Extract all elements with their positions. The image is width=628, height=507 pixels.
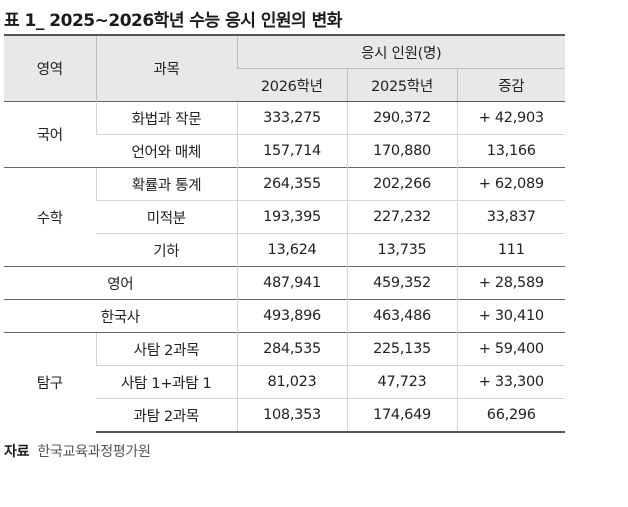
table-title: 표 1_ 2025~2026학년 수능 응시 인원의 변화 <box>4 11 342 31</box>
value-2025-cell: 227,232 <box>346 200 457 234</box>
subject-cell: 미적분 <box>96 200 237 234</box>
header-2026: 2026학년 <box>237 68 347 102</box>
header-applicants-group: 응시 인원(명) <box>236 34 566 69</box>
change-cell: + 30,410 <box>456 299 566 333</box>
value-2026-cell: 333,275 <box>236 101 347 135</box>
table-row: 과탐 2과목 108,353 174,649 66,296 <box>4 398 566 433</box>
table-row: 미적분 193,395 227,232 33,837 <box>4 200 566 234</box>
value-2025-cell: 47,723 <box>346 365 457 399</box>
area-cell-explore: 탐구 <box>4 332 96 432</box>
value-2026-cell: 193,395 <box>236 200 347 234</box>
subject-cell: 사탐 1+과탐 1 <box>96 365 237 399</box>
header-area: 영역 <box>4 34 96 102</box>
table-row: 언어와 매체 157,714 170,880 13,166 <box>4 134 566 168</box>
table-row: 영어 487,941 459,352 + 28,589 <box>4 266 566 300</box>
value-2025-cell: 174,649 <box>346 398 457 433</box>
header-change: 증감 <box>456 68 566 102</box>
subject-cell: 화법과 작문 <box>95 101 237 135</box>
exam-applicants-table: 영역 과목 응시 인원(명) 2026학년 2025학년 증감 국어 화법과 작… <box>4 34 566 433</box>
value-2025-cell: 225,135 <box>346 332 457 366</box>
change-cell: + 59,400 <box>456 332 566 366</box>
value-2025-cell: 202,266 <box>346 167 457 201</box>
header-subject: 과목 <box>95 34 237 102</box>
change-cell: + 33,300 <box>456 365 566 399</box>
subject-cell: 확률과 통계 <box>95 167 237 201</box>
change-cell: 111 <box>456 233 566 267</box>
source-label: 자료 <box>4 444 30 460</box>
value-2026-cell: 284,535 <box>236 332 347 366</box>
change-cell: + 28,589 <box>456 266 566 300</box>
value-2025-cell: 290,372 <box>346 101 457 135</box>
subject-cell: 언어와 매체 <box>96 134 237 168</box>
area-cell-korean: 국어 <box>4 101 96 168</box>
value-2026-cell: 493,896 <box>236 299 347 333</box>
value-2025-cell: 459,352 <box>346 266 457 300</box>
change-cell: + 62,089 <box>456 167 566 201</box>
table-row: 한국사 493,896 463,486 + 30,410 <box>4 299 566 333</box>
subject-cell: 기하 <box>96 233 237 267</box>
subject-cell: 사탐 2과목 <box>95 332 237 366</box>
subject-cell-english: 영어 <box>4 266 237 300</box>
source-text: 한국교육과정평가원 <box>37 444 151 460</box>
table-row: 국어 화법과 작문 333,275 290,372 + 42,903 <box>4 101 566 168</box>
subject-cell-korean-history: 한국사 <box>4 299 237 333</box>
change-cell: 33,837 <box>456 200 566 234</box>
change-cell: 13,166 <box>456 134 566 168</box>
value-2025-cell: 13,735 <box>346 233 457 267</box>
value-2026-cell: 157,714 <box>236 134 347 168</box>
area-cell-math: 수학 <box>4 167 96 267</box>
value-2026-cell: 264,355 <box>236 167 347 201</box>
subject-cell: 과탐 2과목 <box>96 398 237 433</box>
value-2026-cell: 487,941 <box>236 266 347 300</box>
source-note: 자료 한국교육과정평가원 <box>4 441 151 461</box>
value-2026-cell: 108,353 <box>236 398 347 433</box>
change-cell: + 42,903 <box>456 101 566 135</box>
value-2025-cell: 463,486 <box>346 299 457 333</box>
table-row: 수학 확률과 통계 264,355 202,266 + 62,089 <box>4 167 566 267</box>
table-row: 기하 13,624 13,735 111 <box>4 233 566 267</box>
change-cell: 66,296 <box>456 398 566 433</box>
value-2025-cell: 170,880 <box>346 134 457 168</box>
header-2025: 2025학년 <box>346 68 457 102</box>
table-row: 탐구 사탐 2과목 284,535 225,135 + 59,400 <box>4 332 566 432</box>
value-2026-cell: 81,023 <box>236 365 347 399</box>
value-2026-cell: 13,624 <box>236 233 347 267</box>
table-row: 사탐 1+과탐 1 81,023 47,723 + 33,300 <box>4 365 566 399</box>
